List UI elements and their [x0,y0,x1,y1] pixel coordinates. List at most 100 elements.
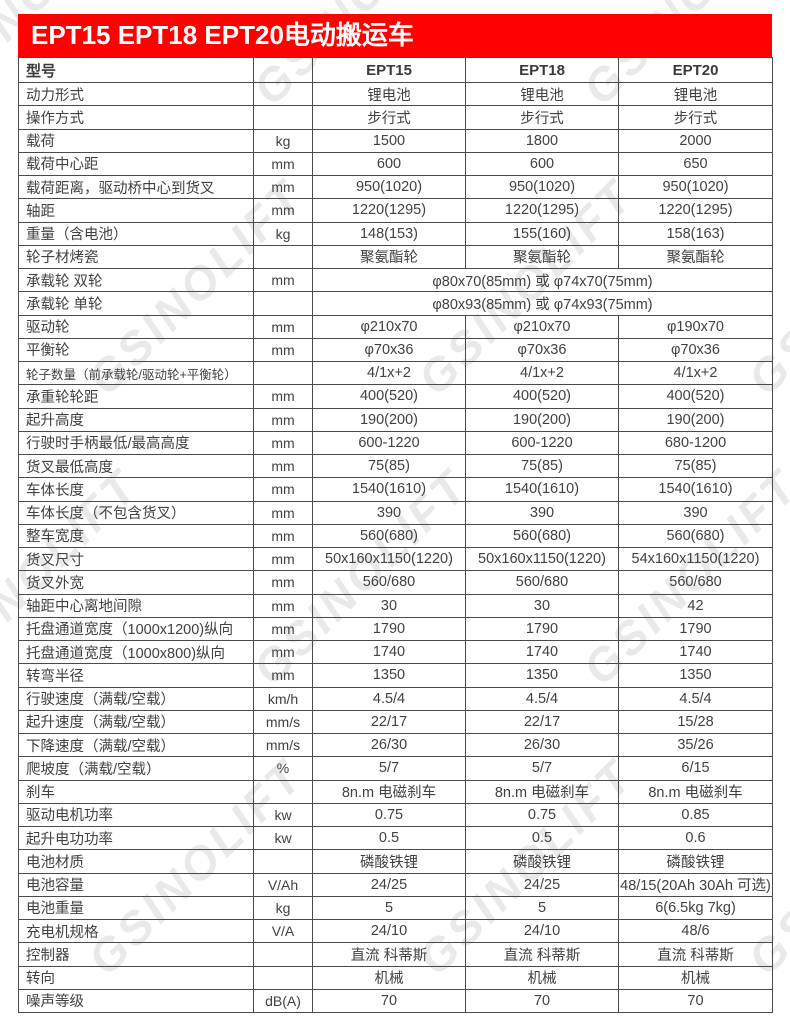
spec-unit: kw [253,802,313,828]
spec-row: 轮子材烤瓷 聚氨酯轮 聚氨酯轮 聚氨酯轮 [18,244,773,270]
spec-value: 1350 [618,663,773,688]
header-model-ept15: EPT15 [312,57,466,83]
spec-value: 950(1020) [312,174,466,200]
spec-value: φ210x70 [465,314,619,339]
header-model-ept18: EPT18 [465,57,619,83]
spec-row: 电池重量 kg 5 5 6(6.5kg 7kg) [18,895,773,921]
spec-value: 35/26 [618,732,773,758]
spec-value: 24/25 [312,872,466,897]
spec-value: φ190x70 [618,314,773,339]
spec-value: 1220(1295) [618,198,773,223]
spec-value: 6(6.5kg 7kg) [618,895,773,921]
spec-row: 轴距 mm 1220(1295) 1220(1295) 1220(1295) [18,198,773,223]
spec-unit [253,942,313,967]
spec-value: 1790 [312,616,466,642]
spec-value: 1790 [465,616,619,642]
spec-unit: V/Ah [253,872,313,897]
spec-label: 爬坡度（满载/空载） [18,756,254,781]
spec-value: 950(1020) [465,174,619,200]
spec-label: 承载轮 单轮 [18,291,254,316]
spec-value: 锂电池 [312,81,466,107]
spec-unit: mm/s [253,709,313,735]
spec-value: 0.5 [312,825,466,851]
spec-value: 1540(1610) [465,477,619,502]
spec-value: 560/680 [618,570,773,595]
spec-label: 货叉最低高度 [18,453,254,479]
spec-value: 75(85) [312,453,466,479]
spec-value: 42 [618,593,773,618]
header-model-ept20: EPT20 [618,57,773,83]
spec-label: 货叉外宽 [18,570,254,595]
spec-value: 75(85) [465,453,619,479]
spec-row: 电池材质 磷酸铁锂 磷酸铁锂 磷酸铁锂 [18,849,773,874]
spec-row: 爬坡度（满载/空载）% 5/7 5/7 6/15 [18,756,773,781]
spec-value: 步行式 [618,105,773,130]
spec-value: 155(160) [465,221,619,246]
spec-value: 1350 [312,663,466,688]
spec-row: 重量（含电池） kg 148(153) 155(160) 158(163) [18,221,773,246]
spec-row: 承重轮轮距 mm 400(520) 400(520) 400(520) [18,384,773,409]
spec-unit [253,291,313,316]
spec-value-span: φ80x70(85mm) 或 φ74x70(75mm) [312,267,773,293]
spec-value: 聚氨酯轮 [312,244,466,270]
spec-unit: kg [253,128,313,153]
spec-row: 轮子数量（前承载轮/驱动轮+平衡轮） 4/1x+2 4/1x+2 4/1x+2 [18,360,773,386]
spec-unit: mm [253,477,313,502]
spec-value: 650 [618,151,773,177]
spec-label: 载荷距离，驱动桥中心到货叉 [18,174,254,200]
spec-row: 操作方式 步行式 步行式 步行式 [18,105,773,130]
spec-unit: mm [253,500,313,525]
spec-value: 26/30 [312,732,466,758]
spec-unit: mm [253,337,313,363]
spec-value: 8n.m 电磁刹车 [618,779,773,804]
spec-unit [253,965,313,990]
spec-unit: mm [253,523,313,549]
spec-row: 起升速度（满载/空载） mm/s 22/17 22/17 15/28 [18,709,773,735]
spec-value: 5 [312,895,466,921]
spec-label: 起升速度（满载/空载） [18,709,254,735]
spec-unit: mm [253,616,313,642]
spec-unit: mm/s [253,732,313,758]
spec-unit: mm [253,151,313,177]
spec-value: 4.5/4 [465,686,619,711]
spec-label: 噪声等级 [18,988,254,1014]
spec-row: 起升高度 mm 190(200) 190(200) 190(200) [18,407,773,432]
spec-label: 转弯半径 [18,663,254,688]
spec-row: 行驶速度（满载/空载） km/h 4.5/4 4.5/4 4.5/4 [18,686,773,711]
spec-value: 22/17 [312,709,466,735]
spec-value: φ70x36 [312,337,466,363]
spec-value: 70 [465,988,619,1014]
spec-value: 1540(1610) [618,477,773,502]
header-label: 型号 [18,57,254,83]
spec-value: 4.5/4 [618,686,773,711]
spec-label: 托盘通道宽度（1000x1200)纵向 [18,616,254,642]
spec-value: 1740 [465,639,619,665]
spec-value: 190(200) [312,407,466,432]
spec-value: 560/680 [312,570,466,595]
spec-value: φ70x36 [618,337,773,363]
spec-row: 承载轮 双轮 mm φ80x70(85mm) 或 φ74x70(75mm) [18,267,773,293]
spec-value: 1740 [618,639,773,665]
spec-value: 48/15(20Ah 30Ah 可选) [618,872,773,897]
spec-value: 2000 [618,128,773,153]
spec-value: φ210x70 [312,314,466,339]
spec-unit [253,105,313,130]
spec-unit: V/A [253,918,313,944]
spec-value: 0.75 [312,802,466,828]
spec-row: 货叉最低高度 mm 75(85) 75(85) 75(85) [18,453,773,479]
spec-value: 5 [465,895,619,921]
spec-row: 电池容量 V/Ah 24/25 24/25 48/15(20Ah 30Ah 可选) [18,872,773,897]
spec-unit: mm [253,430,313,456]
spec-value: 1790 [618,616,773,642]
spec-label: 驱动轮 [18,314,254,339]
spec-row: 托盘通道宽度（1000x1200)纵向 mm 1790 1790 1790 [18,616,773,642]
spec-value: 54x160x1150(1220) [618,546,773,572]
spec-unit: mm [253,593,313,618]
spec-value: 50x160x1150(1220) [312,546,466,572]
spec-value: 75(85) [618,453,773,479]
spec-value: 560(680) [618,523,773,549]
spec-row: 托盘通道宽度（1000x800)纵向 mm 1740 1740 1740 [18,639,773,665]
header-unit [253,57,313,83]
spec-label: 轮子数量（前承载轮/驱动轮+平衡轮） [18,360,254,386]
